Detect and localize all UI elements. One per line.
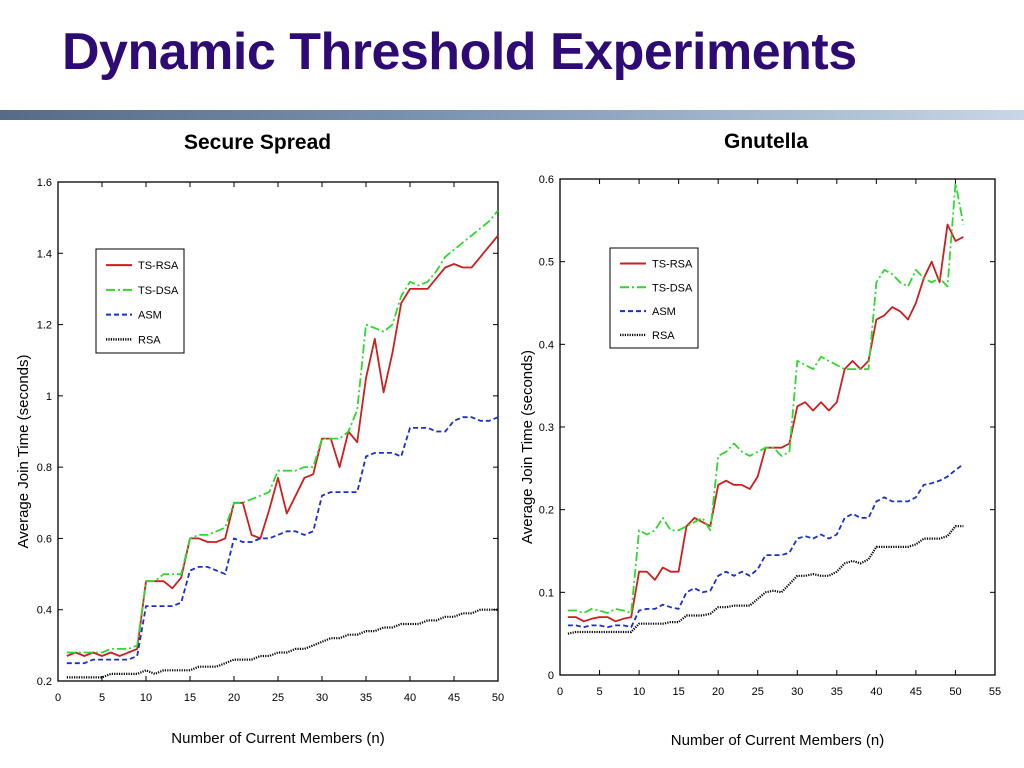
gnutella-x-tick-label: 30 xyxy=(791,686,803,698)
secure-spread-legend xyxy=(95,248,185,354)
chart-title-gnutella: Gnutella xyxy=(724,130,809,153)
secure-spread-x-tick-label: 30 xyxy=(316,692,328,704)
gnutella-x-tick-label: 10 xyxy=(633,686,645,698)
secure-spread-y-tick-label: 0.8 xyxy=(37,462,52,474)
gnutella-x-tick-label: 55 xyxy=(989,686,1001,698)
gnutella-y-tick-label: 0.2 xyxy=(539,505,554,517)
secure-spread-y-tick-label: 0.2 xyxy=(37,676,52,688)
gnutella-y-tick-label: 0.5 xyxy=(539,257,554,269)
gnutella-series-rsa xyxy=(567,525,964,635)
secure-spread-x-axis-title: Number of Current Members (n) xyxy=(171,730,384,747)
gnutella-x-tick-label: 15 xyxy=(673,686,685,698)
secure-spread-x-tick-label: 45 xyxy=(448,692,460,704)
gnutella-legend-label-rsa: RSA xyxy=(652,330,675,342)
secure-spread-x-tick-label: 15 xyxy=(184,692,196,704)
secure-spread-x-tick-label: 5 xyxy=(99,692,105,704)
chart-title-secure-spread: Secure Spread xyxy=(184,131,332,154)
secure-spread-y-tick-label: 1.6 xyxy=(37,177,52,189)
gnutella-x-tick-label: 25 xyxy=(752,686,764,698)
gnutella-x-tick-label: 0 xyxy=(557,686,563,698)
secure-spread-x-tick-label: 35 xyxy=(360,692,372,704)
gnutella-legend-label-ts-rsa: TS-RSA xyxy=(652,258,693,270)
secure-spread-legend-label-rsa: RSA xyxy=(138,334,161,346)
gnutella-legend-label-asm: ASM xyxy=(652,306,676,318)
gnutella-x-axis-title: Number of Current Members (n) xyxy=(671,732,884,749)
secure-spread-y-axis-title: Average Join Time (seconds) xyxy=(15,355,32,549)
title-divider-bar xyxy=(0,110,1024,120)
slide-title: Dynamic Threshold Experiments xyxy=(62,23,857,81)
secure-spread-x-tick-label: 20 xyxy=(228,692,240,704)
gnutella-x-tick-label: 5 xyxy=(596,686,602,698)
secure-spread-y-tick-label: 1.2 xyxy=(37,320,52,332)
secure-spread-legend-label-asm: ASM xyxy=(138,310,162,322)
secure-spread-series-rsa xyxy=(66,608,498,679)
secure-spread-y-tick-label: 0.4 xyxy=(37,605,52,617)
gnutella-legend xyxy=(609,247,699,349)
secure-spread-legend-label-ts-rsa: TS-RSA xyxy=(138,260,179,272)
gnutella-x-tick-label: 35 xyxy=(831,686,843,698)
gnutella-x-tick-label: 20 xyxy=(712,686,724,698)
secure-spread-y-tick-label: 1 xyxy=(46,391,52,403)
secure-spread-x-tick-label: 0 xyxy=(55,692,61,704)
secure-spread-series-asm xyxy=(66,416,499,665)
gnutella-y-tick-label: 0 xyxy=(548,670,554,682)
secure-spread-x-tick-label: 25 xyxy=(272,692,284,704)
gnutella-x-tick-label: 50 xyxy=(949,686,961,698)
secure-spread-series-ts-dsa xyxy=(66,209,499,654)
gnutella-y-tick-label: 0.1 xyxy=(539,587,554,599)
secure-spread-y-tick-label: 0.6 xyxy=(37,533,52,545)
secure-spread-y-tick-label: 1.4 xyxy=(37,248,52,260)
secure-spread-legend-label-ts-dsa: TS-DSA xyxy=(138,285,179,297)
gnutella-y-tick-label: 0.4 xyxy=(539,339,554,351)
secure-spread-series-ts-rsa xyxy=(66,234,499,657)
gnutella-x-tick-label: 45 xyxy=(910,686,922,698)
gnutella-series-asm xyxy=(567,463,964,628)
secure-spread-x-tick-label: 40 xyxy=(404,692,416,704)
gnutella-legend-label-ts-dsa: TS-DSA xyxy=(652,282,693,294)
gnutella-x-tick-label: 40 xyxy=(870,686,882,698)
secure-spread-x-tick-label: 50 xyxy=(492,692,504,704)
gnutella-y-tick-label: 0.3 xyxy=(539,422,554,434)
gnutella-y-tick-label: 0.6 xyxy=(539,174,554,186)
gnutella-series-ts-dsa xyxy=(567,182,965,614)
gnutella-y-axis-title: Average Join Time (seconds) xyxy=(519,350,536,544)
secure-spread-x-tick-label: 10 xyxy=(140,692,152,704)
